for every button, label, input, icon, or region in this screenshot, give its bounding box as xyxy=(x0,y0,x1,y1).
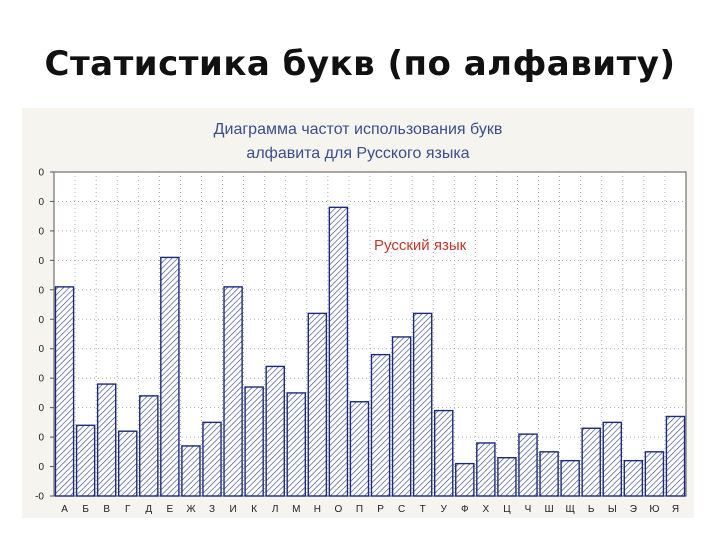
x-tick-label: Л xyxy=(272,504,279,515)
bar-Б xyxy=(75,424,96,497)
bar-Э xyxy=(623,459,644,497)
x-tick-label: Я xyxy=(672,504,679,515)
bar-Ы xyxy=(602,421,623,497)
bar-Ч xyxy=(518,433,538,497)
bar-Ь xyxy=(581,427,601,497)
bar-Я xyxy=(665,415,686,497)
x-tick-label: П xyxy=(356,504,363,515)
x-tick-label: И xyxy=(229,504,236,515)
y-tick-label: 0 xyxy=(38,344,44,355)
x-tick-label: М xyxy=(292,504,300,515)
x-tick-label: Х xyxy=(483,504,490,515)
bar-В xyxy=(96,383,117,497)
series-annotation: Русский язык xyxy=(374,237,467,254)
y-tick-label: 0 xyxy=(38,168,44,179)
axis-layer: -0 0 0 0 0 0 0 0 0 0 0 0 А Б В Г Д Е Ж З И К Л М Н О П Р С Т У Ф Х Ц Ч Ш Щ Ь Ы… xyxy=(35,168,679,516)
x-tick-label: С xyxy=(398,504,405,515)
chart-title-line-1: Диаграмма частот использования букв xyxy=(214,121,503,138)
y-tick-label: 0 xyxy=(38,256,44,267)
x-tick-label: Щ xyxy=(565,504,574,515)
x-tick-label: Д xyxy=(145,504,152,515)
x-tick-label: З xyxy=(209,504,215,515)
bar-И xyxy=(223,286,243,497)
bar-Д xyxy=(139,395,159,497)
x-tick-label: Э xyxy=(630,504,637,515)
y-tick-label: 0 xyxy=(38,197,44,208)
bar-С xyxy=(391,336,412,497)
bar-М xyxy=(286,392,307,497)
slide-title: Статистика букв (по алфавиту) xyxy=(44,44,676,84)
x-tick-label: Ш xyxy=(544,504,553,515)
x-tick-label: У xyxy=(441,504,448,515)
x-tick-label: Ж xyxy=(186,504,196,515)
y-tick-label: 0 xyxy=(38,433,44,444)
bar-Н xyxy=(307,312,328,497)
x-tick-label: Ч xyxy=(525,504,532,515)
bar-О xyxy=(328,206,349,497)
x-tick-label: Г xyxy=(125,504,131,515)
x-tick-label: Ь xyxy=(588,504,595,515)
bar-А xyxy=(54,286,75,497)
x-tick-label: В xyxy=(103,504,110,515)
x-tick-label: Ю xyxy=(649,504,659,515)
x-tick-label: Ф xyxy=(461,504,469,515)
chart-panel: Диаграмма частот использования букв алфа… xyxy=(22,108,694,518)
x-tick-label: Р xyxy=(377,504,384,515)
x-tick-label: К xyxy=(251,504,257,515)
bar-З xyxy=(202,421,222,497)
y-tick-label: 0 xyxy=(38,462,44,473)
y-tick-label: 0 xyxy=(38,315,44,326)
x-tick-label: Е xyxy=(167,504,174,515)
bar-Ц xyxy=(497,457,517,497)
bar-Ш xyxy=(539,451,559,497)
chart-title-line-2: алфавита для Русского языка xyxy=(246,145,469,162)
bar-У xyxy=(433,409,454,497)
bar-Л xyxy=(265,365,285,497)
bar-Т xyxy=(412,312,433,497)
y-tick-label: 0 xyxy=(38,374,44,385)
x-tick-label: Б xyxy=(82,504,89,515)
letter-frequency-chart: Диаграмма частот использования букв алфа… xyxy=(35,121,687,516)
bar-П xyxy=(349,401,370,497)
bars-layer xyxy=(54,206,686,497)
bar-К xyxy=(244,386,264,497)
x-tick-label: Т xyxy=(420,504,426,515)
y-tick-label: -0 xyxy=(35,492,44,503)
bar-Г xyxy=(117,430,138,497)
y-tick-label: 0 xyxy=(38,226,44,237)
y-tick-label: 0 xyxy=(38,403,44,414)
bar-Ю xyxy=(644,451,665,497)
x-tick-label: Н xyxy=(314,504,321,515)
bar-Щ xyxy=(560,459,580,497)
x-tick-label: Ц xyxy=(503,504,511,515)
bar-Х xyxy=(476,442,496,497)
bar-Ф xyxy=(455,462,475,497)
bar-Р xyxy=(370,353,391,497)
plot-area xyxy=(53,171,687,497)
y-tick-label: 0 xyxy=(38,285,44,296)
bar-Ж xyxy=(181,445,201,497)
x-tick-label: А xyxy=(61,504,68,515)
x-tick-label: Ы xyxy=(608,504,617,515)
x-tick-label: О xyxy=(335,504,343,515)
bar-Е xyxy=(160,256,180,497)
grid-layer xyxy=(53,171,687,497)
